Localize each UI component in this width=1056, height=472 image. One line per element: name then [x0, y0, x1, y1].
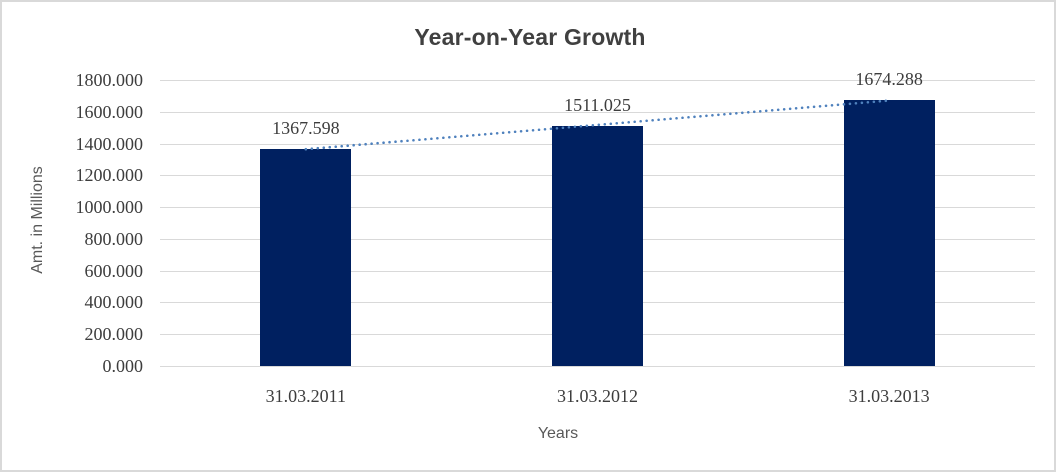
y-tick-label: 200.000 [84, 324, 144, 345]
plot-area [160, 80, 1035, 367]
bar-31.03.2012 [552, 125, 643, 366]
data-label: 1367.598 [272, 117, 340, 138]
y-tick-label: 1200.000 [75, 165, 144, 186]
chart-title: Year-on-Year Growth [414, 24, 646, 50]
data-label: 1511.025 [564, 94, 631, 115]
x-tick-label: 31.03.2013 [848, 386, 930, 406]
y-tick-label: 1000.000 [75, 197, 144, 218]
y-tick-label: 1800.000 [75, 70, 144, 90]
data-label: 1674.288 [855, 68, 923, 89]
x-axis-title: Years [537, 425, 579, 442]
y-tick-label: 600.000 [84, 260, 144, 281]
x-tick-label: 31.03.2011 [265, 386, 346, 406]
y-tick-label: 0.000 [102, 356, 144, 376]
bar-31.03.2013 [843, 99, 935, 366]
x-tick-label: 31.03.2012 [557, 386, 638, 406]
gridline [160, 80, 1035, 81]
gridline [160, 366, 1035, 367]
bar-31.03.2011 [260, 148, 352, 366]
y-tick-label: 1400.000 [75, 133, 144, 154]
y-tick-label: 1600.000 [75, 101, 144, 122]
y-tick-label: 400.000 [84, 292, 144, 313]
y-tick-label: 800.000 [84, 228, 144, 249]
